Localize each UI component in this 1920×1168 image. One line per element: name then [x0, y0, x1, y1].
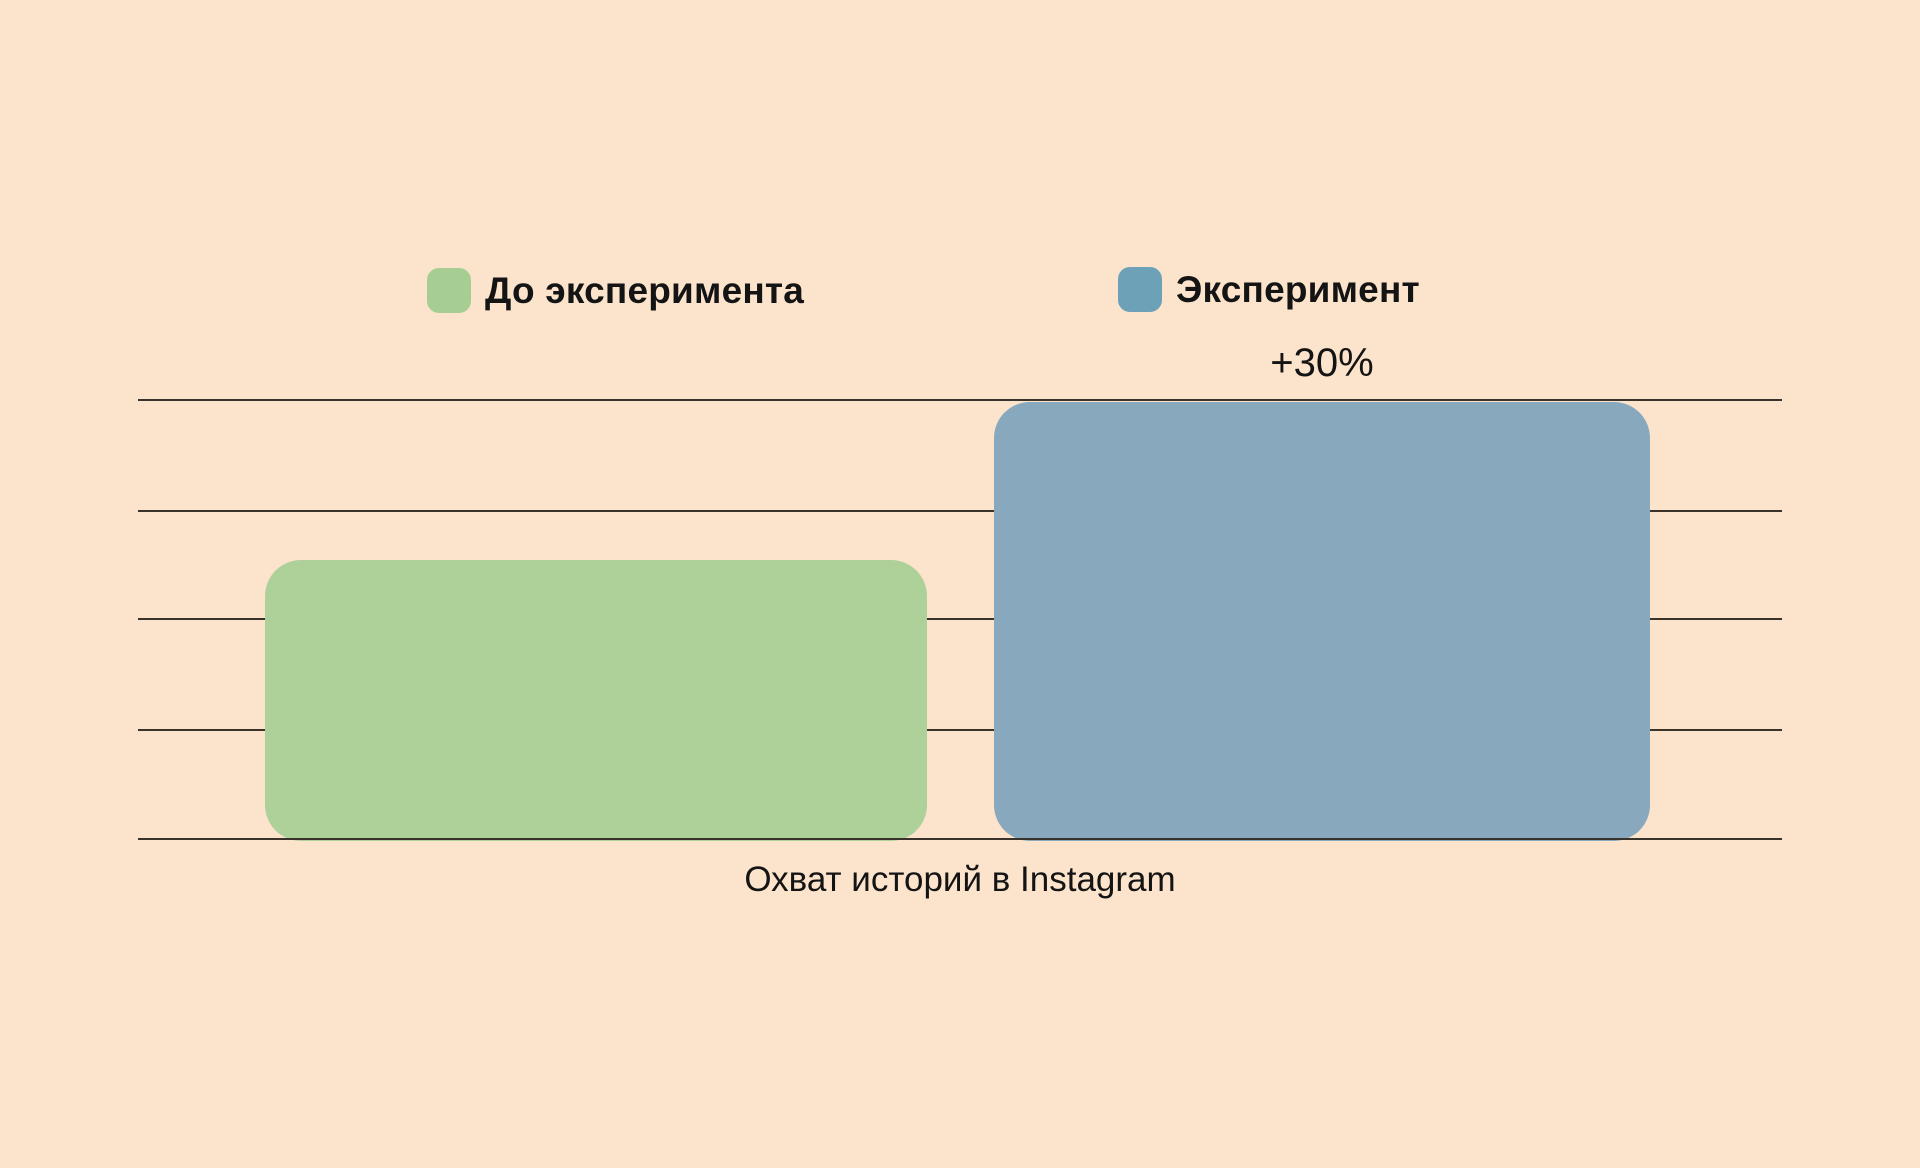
x-axis-label: Охват историй в Instagram	[744, 860, 1176, 899]
legend-item-experiment: Эксперимент	[1118, 267, 1420, 312]
gridline-4	[138, 729, 1782, 731]
bar-experiment	[994, 402, 1650, 841]
bar-annotation-plus-30: +30%	[1270, 341, 1374, 385]
legend-label-experiment: Эксперимент	[1176, 268, 1420, 310]
legend-item-before-experiment: До эксперимента	[427, 268, 804, 313]
legend-swatch-before-icon	[427, 268, 471, 313]
gridline-3	[138, 618, 1782, 620]
bar-before-experiment	[265, 560, 927, 841]
legend-swatch-experiment-icon	[1118, 267, 1162, 312]
gridline-2	[138, 510, 1782, 512]
x-axis-line	[138, 838, 1782, 840]
legend-label-before: До эксперимента	[485, 269, 804, 311]
gridline-1	[138, 399, 1782, 401]
